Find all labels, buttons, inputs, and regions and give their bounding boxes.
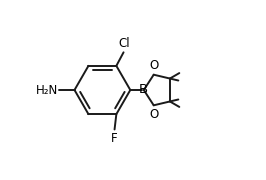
Text: F: F bbox=[111, 132, 118, 145]
Text: H₂N: H₂N bbox=[36, 84, 58, 96]
Text: O: O bbox=[149, 59, 159, 72]
Text: B: B bbox=[139, 83, 148, 96]
Text: O: O bbox=[149, 108, 159, 121]
Text: Cl: Cl bbox=[119, 37, 130, 50]
